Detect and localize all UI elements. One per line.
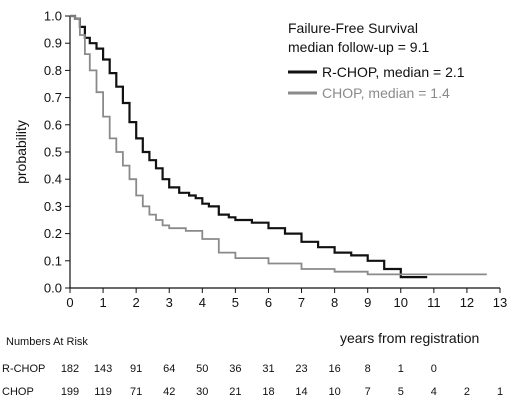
x-tick-label: 11	[427, 295, 441, 310]
x-tick-label: 4	[199, 295, 206, 310]
risk-value: 31	[262, 363, 274, 375]
y-tick-label: 1.0	[44, 9, 62, 24]
risk-value: 8	[365, 363, 371, 375]
series-line-rchop	[70, 14, 428, 279]
x-tick-label: 13	[493, 295, 507, 310]
risk-value: 2	[464, 386, 470, 398]
x-axis-title: years from registration	[340, 330, 479, 346]
risk-value: 64	[163, 363, 175, 375]
risk-value: 143	[94, 363, 112, 375]
legend: Failure-Free Survival median follow-up =…	[288, 20, 465, 101]
legend-label-rchop: R-CHOP, median = 2.1	[322, 64, 465, 80]
x-tick-label: 7	[298, 295, 305, 310]
y-tick-label: 0.3	[44, 199, 62, 214]
y-tick-label: 0.2	[44, 226, 62, 241]
x-tick-label: 6	[265, 295, 272, 310]
risk-value: 71	[130, 386, 142, 398]
y-tick-label: 0.6	[44, 117, 62, 132]
x-tick-label: 1	[99, 295, 106, 310]
risk-value: 91	[130, 363, 142, 375]
risk-value: 199	[61, 386, 79, 398]
risk-value: 21	[229, 386, 241, 398]
y-tick-label: 0.7	[44, 90, 62, 105]
risk-value: 42	[163, 386, 175, 398]
risk-value: 50	[196, 363, 208, 375]
x-tick-label: 10	[394, 295, 408, 310]
y-axis-title: probability	[13, 120, 29, 184]
y-tick-label: 0.9	[44, 36, 62, 51]
risk-value: 10	[328, 386, 340, 398]
y-tick-label: 0.0	[44, 281, 62, 296]
risk-value: 16	[328, 363, 340, 375]
risk-value: 119	[94, 386, 112, 398]
y-tick-label: 0.8	[44, 63, 62, 78]
y-tick-label: 0.4	[44, 172, 62, 187]
chart-title: Failure-Free Survival	[288, 20, 418, 36]
risk-value: 0	[431, 363, 437, 375]
y-tick-label: 0.1	[44, 253, 62, 268]
risk-table-title: Numbers At Risk	[6, 336, 88, 348]
risk-value: 30	[196, 386, 208, 398]
risk-value: 36	[229, 363, 241, 375]
x-tick-label: 12	[460, 295, 474, 310]
risk-value: 23	[295, 363, 307, 375]
risk-value: 1	[398, 363, 404, 375]
legend-label-chop: CHOP, median = 1.4	[322, 85, 450, 101]
x-tick-label: 5	[232, 295, 239, 310]
chart-subtitle: median follow-up = 9.1	[288, 39, 429, 55]
risk-value: 1	[497, 386, 503, 398]
axes-layer: 0.00.10.20.30.40.50.60.70.80.91.00 1 2 3 4 5 6…	[44, 9, 507, 311]
risk-value: 14	[295, 386, 307, 398]
risk-value: 18	[262, 386, 274, 398]
risk-value: 7	[365, 386, 371, 398]
x-tick-label: 3	[166, 295, 173, 310]
y-tick-label: 0.5	[44, 145, 62, 160]
x-tick-label: 2	[133, 295, 140, 310]
risk-row-label: R-CHOP	[2, 363, 45, 375]
series-layer	[70, 14, 487, 279]
series-line-chop	[70, 15, 487, 276]
risk-value: 4	[431, 386, 437, 398]
risk-row-label: CHOP	[2, 386, 34, 398]
risk-value: 5	[398, 386, 404, 398]
x-tick-label: 0	[66, 295, 73, 310]
x-tick-label: 8	[331, 295, 338, 310]
risk-value: 182	[61, 363, 79, 375]
x-tick-label: 9	[364, 295, 371, 310]
numbers-at-risk-table: Numbers At Risk R-CHOP 182 143 91 64 50 36 31 23…	[2, 336, 503, 398]
